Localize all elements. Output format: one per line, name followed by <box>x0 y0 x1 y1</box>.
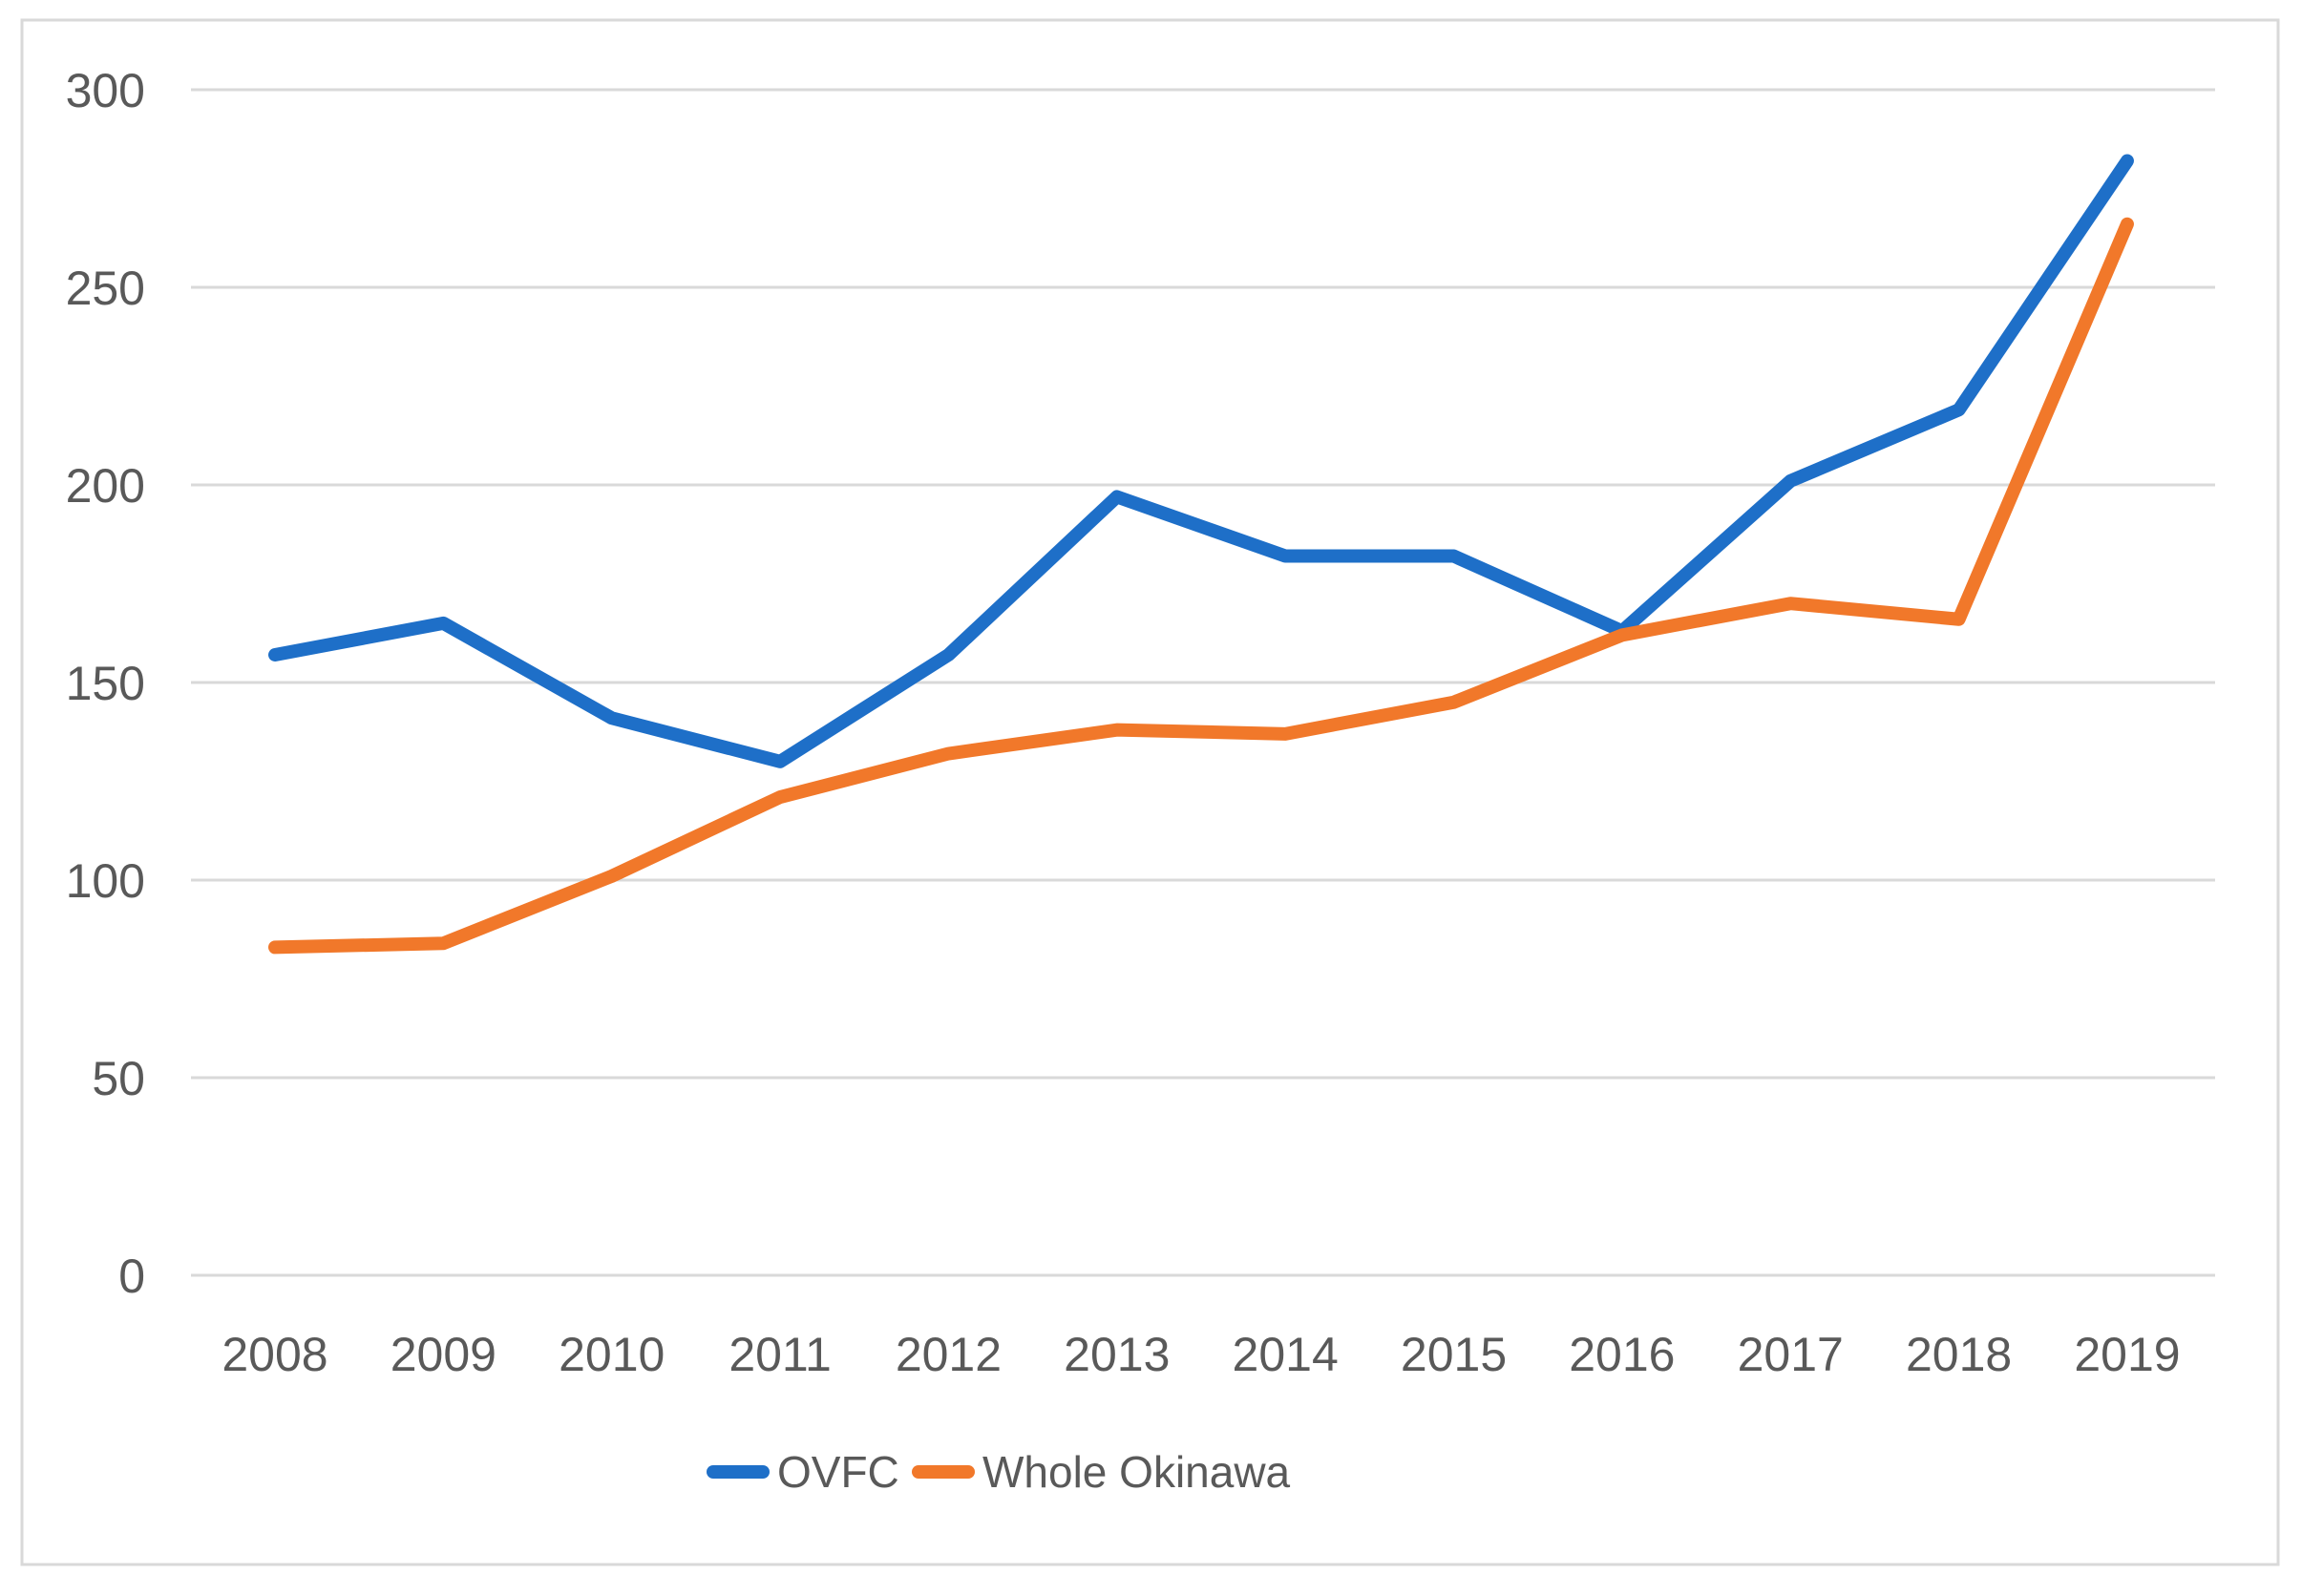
y-tick-label: 50 <box>92 1052 145 1105</box>
y-tick-label: 150 <box>66 657 145 710</box>
series-line-ovfc <box>268 154 2134 768</box>
gridlines-group <box>191 88 2215 1277</box>
x-tick-label: 2008 <box>222 1328 327 1381</box>
x-tick-label: 2019 <box>2074 1328 2180 1381</box>
x-tick-label: 2015 <box>1401 1328 1507 1381</box>
x-tick-label: 2009 <box>391 1328 496 1381</box>
y-tick-label: 0 <box>118 1250 145 1303</box>
x-tick-label: 2018 <box>1906 1328 2012 1381</box>
x-tick-label: 2012 <box>896 1328 1002 1381</box>
y-tick-label: 100 <box>66 854 145 908</box>
x-tick-label: 2017 <box>1738 1328 1844 1381</box>
x-axis-labels: 2008 2009 2010 2011 2012 2013 2014 2015 2016 2017… <box>222 1328 2180 1381</box>
x-tick-label: 2010 <box>559 1328 665 1381</box>
legend-label: Whole Okinawa <box>982 1447 1291 1497</box>
y-tick-label: 250 <box>66 262 145 315</box>
chart-border <box>20 18 2280 1566</box>
series-line-whole-okinawa <box>268 217 2134 955</box>
legend: OVFC Whole Okinawa <box>707 1447 1291 1497</box>
x-tick-label: 2016 <box>1569 1328 1675 1381</box>
x-tick-label: 2014 <box>1233 1328 1339 1381</box>
y-axis-labels: 0 50 100 150 200 250 300 <box>66 64 145 1303</box>
y-tick-label: 300 <box>66 64 145 117</box>
legend-swatch-ovfc <box>707 1465 770 1479</box>
legend-swatch-whole-okinawa <box>912 1465 975 1479</box>
x-tick-label: 2011 <box>729 1328 832 1381</box>
x-tick-label: 2013 <box>1064 1328 1170 1381</box>
legend-label: OVFC <box>777 1447 899 1497</box>
y-tick-label: 200 <box>66 459 145 513</box>
